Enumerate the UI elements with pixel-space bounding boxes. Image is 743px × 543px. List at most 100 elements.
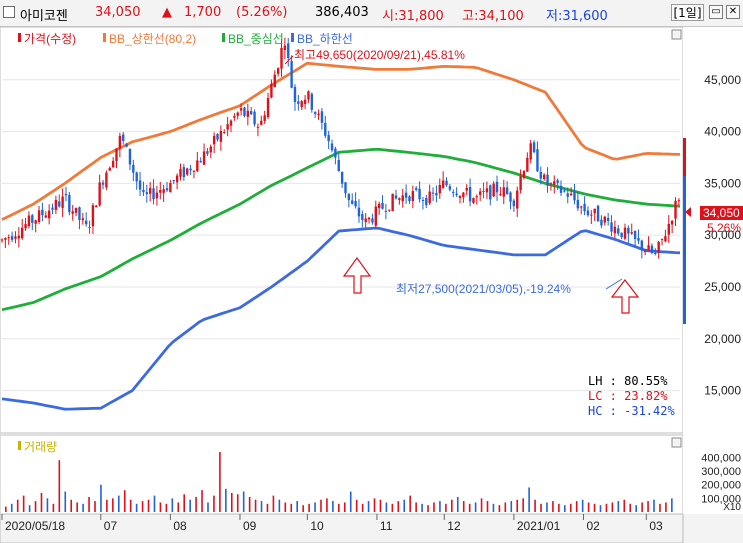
volume-bar	[183, 494, 186, 512]
candle-body	[128, 148, 132, 165]
volume-bar	[641, 502, 643, 512]
stat-hc: HC : -31.42%	[588, 404, 675, 418]
volume-bar	[569, 503, 572, 512]
volume-tick-label: 300,000	[701, 466, 741, 478]
volume-bar	[451, 499, 453, 512]
volume-bar	[308, 503, 310, 512]
candle-body	[24, 224, 27, 229]
volume-bar	[415, 502, 417, 512]
volume-bar	[593, 503, 596, 512]
volume-bar	[623, 499, 626, 512]
candle-body	[590, 214, 593, 216]
candle-body	[468, 187, 472, 202]
x-tick-label: 12	[447, 519, 461, 533]
candle-body	[637, 237, 640, 241]
candle-body	[573, 191, 576, 201]
volume-bar	[659, 503, 661, 512]
volume-bar	[617, 501, 620, 512]
candle-body	[364, 218, 367, 223]
up-arrow-icon	[610, 279, 640, 314]
volume-bar	[40, 492, 43, 512]
volume-bar	[117, 495, 120, 512]
volume-bar	[326, 498, 328, 512]
candle-body	[280, 47, 283, 69]
candle-body	[361, 214, 364, 220]
candle-body	[647, 245, 650, 251]
candle-body	[475, 196, 479, 198]
period-selector[interactable]: [1일]	[671, 4, 704, 21]
candle-body	[559, 185, 563, 193]
volume-bar	[177, 502, 180, 512]
stock-name: 아미코젠	[20, 9, 68, 24]
candle-body	[159, 190, 162, 193]
volume-bar	[5, 506, 7, 512]
last-price-label: 34,050	[703, 206, 740, 220]
candle-body	[273, 74, 276, 88]
candle-body	[182, 167, 186, 177]
close-icon[interactable]: ✕	[726, 5, 740, 19]
candle-body	[54, 199, 58, 210]
volume-bar	[653, 499, 655, 512]
candle-body	[41, 209, 44, 216]
volume-bar	[552, 501, 554, 512]
volume-bar	[367, 501, 370, 512]
candle-body	[445, 180, 448, 186]
volume-bar	[296, 501, 298, 512]
volume-bar	[456, 497, 459, 512]
volume-bar	[213, 495, 215, 512]
candle-body	[0, 239, 4, 241]
change-percent: (5.26%)	[236, 5, 288, 20]
candle-body	[283, 45, 287, 50]
candle-body	[546, 174, 549, 186]
volume-bar	[28, 505, 31, 512]
candle-body	[539, 171, 543, 179]
y-axis: 45,000 40,000 35,000 30,000 25,000 20,000 15,0…	[701, 73, 741, 513]
legend-price-swatch	[18, 33, 21, 42]
candle-body	[340, 171, 344, 184]
candle-body	[88, 227, 91, 229]
volume-bar	[147, 499, 150, 512]
volume-panel-menu-button[interactable]	[671, 437, 682, 448]
candle-body	[233, 116, 236, 118]
legend-lower-swatch	[291, 33, 294, 42]
header-bar: 아미코젠 34,050 ▲ 1,700 (5.26%) 386,403 시:31…	[0, 0, 743, 27]
candle-body	[633, 230, 637, 240]
panel-menu-button[interactable]	[671, 29, 682, 40]
candle-body	[654, 253, 657, 255]
candle-body	[10, 236, 14, 240]
candle-body	[148, 187, 152, 194]
volume-bar	[254, 499, 257, 512]
candle-body	[27, 215, 31, 227]
volume-bar	[587, 502, 590, 512]
volume-bar	[112, 498, 114, 512]
select-checkbox[interactable]	[3, 6, 15, 18]
candle-body	[334, 148, 337, 158]
volume-bar	[64, 491, 67, 512]
volume-bar	[409, 495, 411, 512]
candle-body	[61, 196, 64, 208]
candle-body	[435, 192, 438, 196]
candle-body	[202, 151, 206, 165]
candle-body	[101, 182, 105, 185]
y-tick-label: 45,000	[704, 73, 741, 87]
volume-bar	[492, 503, 495, 512]
candle-body	[509, 192, 512, 202]
candle-body	[441, 180, 445, 188]
candle-body	[71, 211, 74, 214]
candle-body	[320, 111, 324, 123]
volume-bars	[5, 452, 673, 512]
grid	[2, 79, 680, 392]
last-price-pct: 5.26%	[707, 221, 741, 235]
candle-body	[620, 232, 623, 238]
candle-body	[68, 194, 71, 213]
candle-body	[404, 192, 408, 198]
candle-body	[499, 194, 502, 196]
candle-body	[105, 172, 108, 188]
candle-body	[489, 185, 492, 200]
candle-body	[398, 198, 401, 201]
candle-body	[293, 86, 297, 102]
volume-bar	[70, 499, 73, 512]
candle-body	[122, 134, 125, 141]
candle-body	[226, 124, 229, 130]
window-icon[interactable]: ▭	[709, 5, 723, 19]
